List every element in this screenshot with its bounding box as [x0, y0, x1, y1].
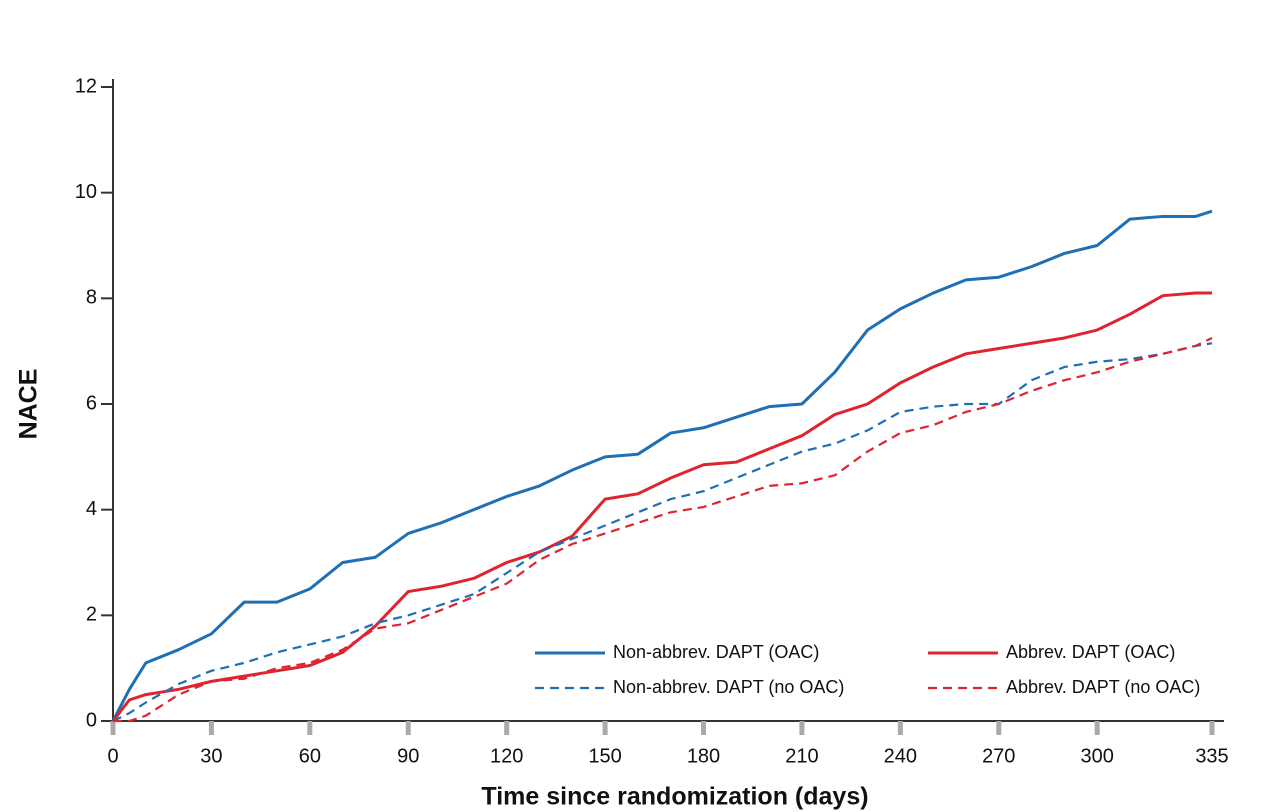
- x-tick-label: 270: [982, 745, 1015, 767]
- x-axis-title: Time since randomization (days): [481, 783, 868, 811]
- x-tick-label: 240: [884, 745, 917, 767]
- x-tick-label: 300: [1080, 745, 1113, 767]
- x-tick-label: 90: [397, 745, 419, 767]
- legend-label: Abbrev. DAPT (no OAC): [1006, 677, 1200, 697]
- y-tick-label: 8: [86, 287, 97, 309]
- legend-label: Abbrev. DAPT (OAC): [1006, 642, 1175, 662]
- x-tick-label: 120: [490, 745, 523, 767]
- series-line: [111, 291, 1212, 722]
- y-axis-title: NACE: [15, 369, 43, 440]
- series-line: [113, 336, 1213, 723]
- y-tick-label: 6: [86, 392, 97, 414]
- x-tick-label: 335: [1195, 745, 1228, 767]
- legend-label: Non-abbrev. DAPT (OAC): [613, 642, 819, 662]
- y-tick-label: 2: [86, 604, 97, 626]
- series-line: [112, 342, 1213, 722]
- x-tick-label: 30: [200, 745, 222, 767]
- x-tick-label: 210: [785, 745, 818, 767]
- y-tick-label: 10: [75, 181, 97, 203]
- legend-label: Non-abbrev. DAPT (no OAC): [613, 677, 844, 697]
- x-tick-label: 150: [588, 745, 621, 767]
- x-tick-label: 180: [687, 745, 720, 767]
- y-tick-label: 4: [86, 498, 97, 520]
- y-tick-label: 0: [86, 709, 97, 731]
- series-line: [111, 209, 1213, 722]
- x-tick-label: 0: [107, 745, 118, 767]
- y-tick-label: 12: [75, 75, 97, 97]
- x-tick-label: 60: [299, 745, 321, 767]
